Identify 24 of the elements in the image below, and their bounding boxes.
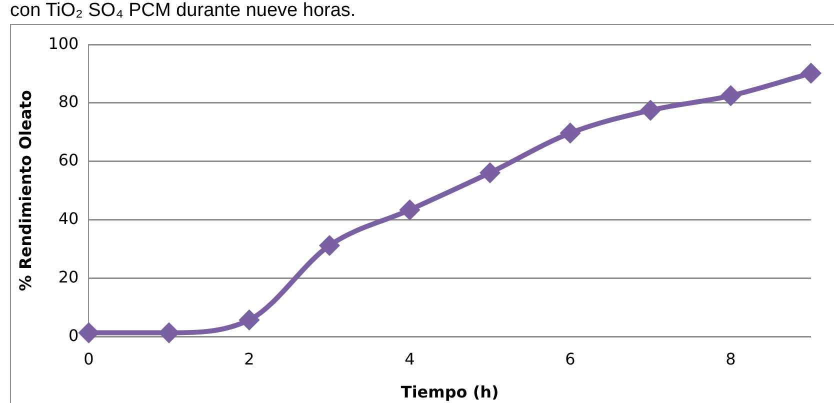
x-tick-label: 8 xyxy=(726,349,736,368)
point xyxy=(400,200,420,220)
y-tick-label: 60 xyxy=(58,150,79,170)
point xyxy=(640,100,660,120)
point xyxy=(480,163,500,182)
y-tick-label: 80 xyxy=(58,92,79,112)
y-tick-label: 100 xyxy=(48,34,79,53)
point xyxy=(240,310,259,330)
x-tick-label: 2 xyxy=(244,349,254,368)
point xyxy=(560,124,580,143)
x-tick-label: 4 xyxy=(404,349,415,368)
point xyxy=(802,64,820,83)
point xyxy=(320,236,339,255)
y-tick-label: 40 xyxy=(58,208,79,228)
point xyxy=(721,86,740,106)
y-tick-label: 0 xyxy=(68,326,79,345)
x-tick-label: 0 xyxy=(84,349,94,368)
x-axis-title: Tiempo (h) xyxy=(400,382,499,402)
text: con TiO₂ SO₄ PCM durante nueve horas. xyxy=(10,0,356,22)
y-tick-label: 20 xyxy=(58,267,79,286)
point xyxy=(79,323,98,342)
y-axis-title: % Rendimiento Oleato xyxy=(16,90,35,292)
point xyxy=(159,323,178,342)
x-tick-label: 6 xyxy=(565,349,576,368)
